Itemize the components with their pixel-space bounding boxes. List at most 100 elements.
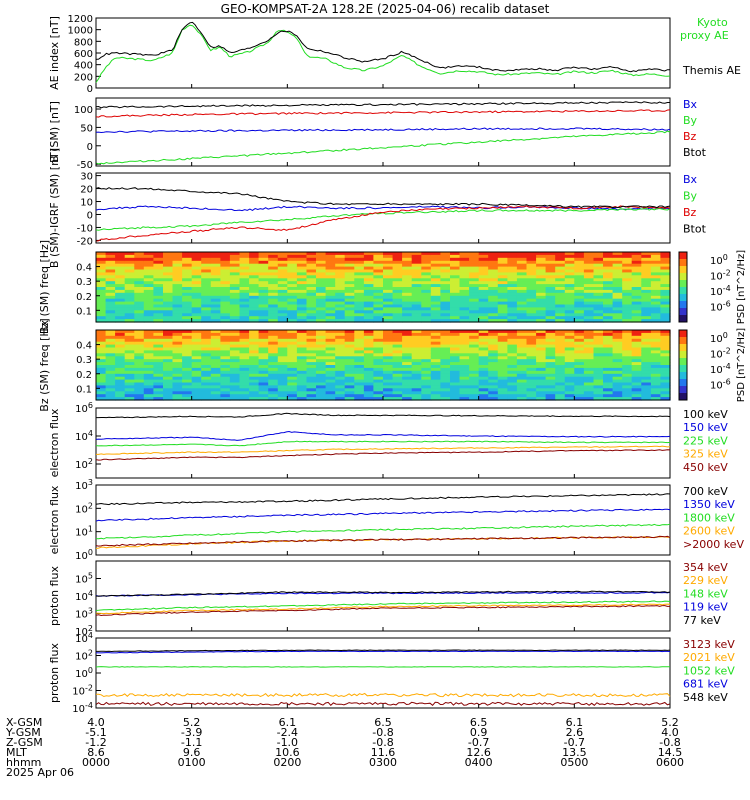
spectrogram-cell (564, 330, 575, 334)
spectrogram-cell (268, 272, 279, 276)
spectrogram-cell (583, 313, 595, 317)
spectrogram-cell (363, 295, 375, 300)
spectrogram-cell (191, 310, 202, 314)
spectrogram-cell (373, 365, 384, 369)
spectrogram-cell (593, 332, 604, 337)
spectrogram-cell (220, 359, 231, 363)
spectrogram-cell (191, 298, 202, 303)
spectrogram-cell (344, 260, 355, 265)
spectrogram-cell (363, 307, 375, 311)
spectrogram-cell (526, 310, 537, 314)
spectrogram-cell (526, 289, 537, 294)
spectrogram-cell (392, 313, 403, 317)
x-axis-row-value: -1.2 (85, 736, 106, 749)
colorbar-tick-label: 10-6 (710, 378, 731, 392)
spectrogram-cell (239, 260, 250, 265)
spectrogram-cell (392, 367, 403, 372)
spectrogram-cell (641, 307, 652, 311)
spectrogram-cell (210, 263, 221, 268)
spectrogram-cell (650, 344, 662, 349)
spectrogram-cell (306, 301, 317, 306)
spectrogram-cell (105, 278, 116, 282)
spectrogram-cell (450, 307, 461, 311)
spectrogram-cell (612, 257, 623, 262)
spectrogram-cell (153, 353, 164, 357)
spectrogram-cell (296, 298, 308, 303)
spectrogram-cell (201, 362, 212, 366)
spectrogram-cell (191, 382, 202, 386)
spectrogram-cell (172, 370, 183, 375)
spectrogram-cell (325, 289, 336, 294)
spectrogram-cell (335, 347, 346, 351)
spectrogram-cell (564, 353, 575, 357)
spectrogram-cell (239, 359, 250, 363)
spectrogram-cell (373, 367, 384, 372)
spectrogram-cell (287, 287, 298, 291)
spectrogram-cell (277, 391, 288, 395)
spectrogram-cell (411, 295, 422, 300)
spectrogram-cell (229, 281, 241, 285)
spectrogram-cell (478, 347, 489, 351)
spectrogram-cell (153, 319, 164, 323)
spectrogram-cell (325, 338, 336, 343)
spectrogram-cell (182, 287, 193, 291)
spectrogram-cell (488, 275, 499, 279)
spectrogram-cell (497, 252, 508, 256)
spectrogram-cell (421, 307, 432, 311)
spectrogram-cell (497, 332, 508, 337)
spectrogram-cell (239, 301, 250, 306)
spectrogram-cell (105, 292, 116, 297)
spectrogram-cell (335, 332, 346, 337)
legend-label: 2600 keV (683, 525, 735, 538)
spectrogram-cell (392, 266, 403, 271)
spectrogram-cell (497, 301, 508, 306)
spectrogram-cell (516, 316, 528, 320)
spectrogram-cell (296, 319, 308, 323)
spectrogram-cell (229, 335, 241, 340)
spectrogram-cell (325, 304, 336, 308)
spectrogram-cell (593, 391, 604, 395)
y-tick-label: -20 (77, 236, 93, 247)
spectrogram-cell (430, 359, 441, 363)
spectrogram-cell (124, 338, 135, 343)
spectrogram-cell (392, 310, 403, 314)
legend-label: Kyoto proxy AE (680, 16, 729, 42)
x-axis-label: hhmm (6, 756, 41, 769)
spectrogram-cell (536, 350, 547, 354)
spectrogram-cell (488, 266, 499, 271)
spectrogram-cell (459, 319, 470, 323)
spectrogram-cell (411, 344, 422, 349)
spectrogram-cell (182, 365, 193, 369)
spectrogram-cell (383, 319, 394, 323)
spectrogram-cell (210, 295, 221, 300)
spectrogram-cell (545, 287, 556, 291)
spectrogram-cell (296, 344, 308, 349)
spectrogram-cell (469, 367, 480, 372)
series-line-bx (95, 205, 671, 212)
spectrogram-cell (268, 350, 279, 354)
spectrogram-cell (507, 359, 518, 363)
spectrogram-cell (574, 359, 585, 363)
spectrogram-cell (191, 281, 202, 285)
spectrogram-cell (373, 252, 384, 256)
spectrogram-cell (650, 272, 662, 276)
spectrogram-cell (277, 289, 288, 294)
spectrogram-cell (450, 289, 461, 294)
spectrogram-cell (316, 376, 327, 381)
spectrogram-cell (440, 335, 451, 340)
spectrogram-cell (105, 301, 116, 306)
spectrogram-cell (105, 347, 116, 351)
spectrogram-cell (459, 287, 470, 291)
spectrogram-cell (650, 284, 662, 288)
spectrogram-cell (325, 301, 336, 306)
spectrogram-cell (660, 284, 671, 288)
spectrogram-cell (411, 382, 422, 386)
spectrogram-cell (603, 332, 614, 337)
spectrogram-cell (421, 269, 432, 273)
spectrogram-cell (545, 252, 556, 256)
spectrogram-cell (402, 347, 413, 351)
y-tick-label: 0.2 (76, 370, 92, 381)
spectrogram-cell (134, 272, 145, 276)
spectrogram-cell (344, 388, 355, 392)
spectrogram-cell (306, 335, 317, 340)
